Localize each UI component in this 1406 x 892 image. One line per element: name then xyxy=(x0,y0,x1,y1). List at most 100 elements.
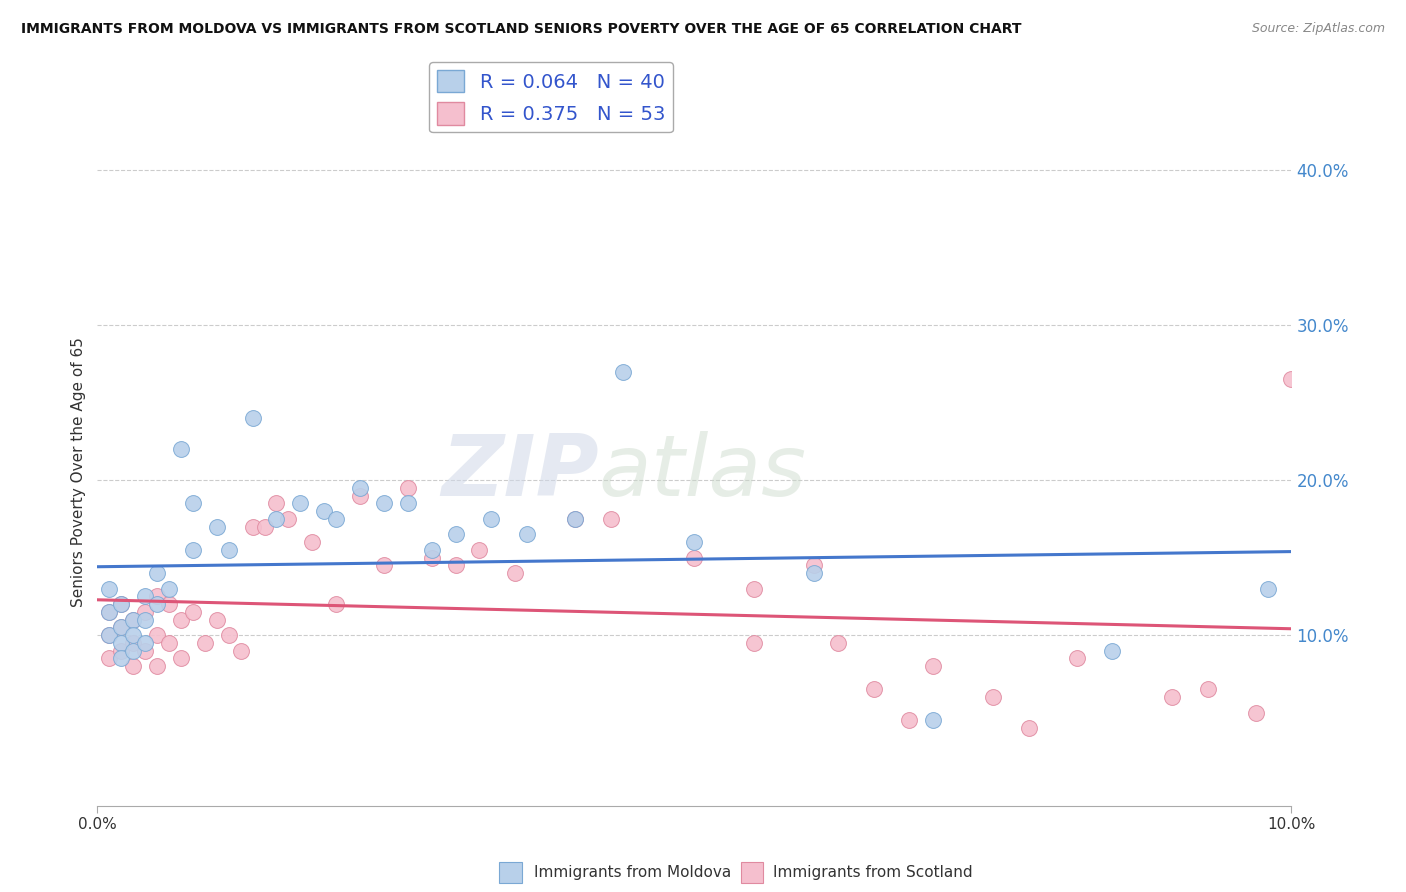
Point xyxy=(122,636,145,650)
Point xyxy=(157,597,180,611)
Point xyxy=(146,659,169,673)
Point xyxy=(146,566,169,581)
Point xyxy=(827,636,849,650)
Point xyxy=(396,481,419,495)
Point xyxy=(170,651,193,665)
Point xyxy=(266,496,288,510)
Point xyxy=(157,636,180,650)
Point xyxy=(481,512,503,526)
Point xyxy=(683,535,706,549)
Point xyxy=(122,643,145,657)
Point xyxy=(683,550,706,565)
Point xyxy=(134,643,156,657)
Point xyxy=(266,512,288,526)
Point xyxy=(444,527,467,541)
Point xyxy=(803,566,825,581)
Point xyxy=(157,582,180,596)
Point xyxy=(1161,690,1184,705)
Point xyxy=(98,628,121,642)
Point xyxy=(301,535,323,549)
Point xyxy=(1281,372,1303,386)
Point xyxy=(134,613,156,627)
Point xyxy=(981,690,1004,705)
Point xyxy=(1101,643,1123,657)
Point xyxy=(110,636,132,650)
Point xyxy=(110,643,132,657)
Point xyxy=(134,605,156,619)
Point xyxy=(314,504,336,518)
Point xyxy=(181,496,204,510)
Text: ZIP: ZIP xyxy=(441,431,599,514)
Point xyxy=(146,597,169,611)
Point xyxy=(564,512,586,526)
Point xyxy=(98,628,121,642)
Point xyxy=(349,489,371,503)
Point xyxy=(146,628,169,642)
Point xyxy=(146,590,169,604)
Point xyxy=(110,597,132,611)
Point xyxy=(253,519,276,533)
Point xyxy=(218,542,240,557)
Point xyxy=(803,558,825,573)
Point xyxy=(98,651,121,665)
Point xyxy=(277,512,299,526)
Point xyxy=(110,620,132,634)
Point xyxy=(373,558,395,573)
Point xyxy=(599,512,621,526)
Point xyxy=(110,620,132,634)
Point xyxy=(110,597,132,611)
Point xyxy=(242,411,264,425)
Point xyxy=(98,605,121,619)
Point xyxy=(742,636,765,650)
Point xyxy=(205,519,228,533)
Point xyxy=(170,613,193,627)
Point xyxy=(98,605,121,619)
Point xyxy=(170,442,193,457)
Point xyxy=(444,558,467,573)
Point xyxy=(242,519,264,533)
Y-axis label: Seniors Poverty Over the Age of 65: Seniors Poverty Over the Age of 65 xyxy=(72,337,86,607)
Point xyxy=(373,496,395,510)
Point xyxy=(468,542,491,557)
Text: Source: ZipAtlas.com: Source: ZipAtlas.com xyxy=(1251,22,1385,36)
Point xyxy=(134,590,156,604)
Point xyxy=(122,613,145,627)
Point xyxy=(122,659,145,673)
Point xyxy=(290,496,312,510)
Point xyxy=(1197,682,1219,697)
Text: Immigrants from Scotland: Immigrants from Scotland xyxy=(773,865,973,880)
Point xyxy=(181,542,204,557)
Point xyxy=(1018,721,1040,735)
Point xyxy=(1257,582,1279,596)
Point xyxy=(742,582,765,596)
Point xyxy=(922,714,945,728)
Point xyxy=(205,613,228,627)
Point xyxy=(503,566,526,581)
Point xyxy=(516,527,538,541)
Point xyxy=(862,682,884,697)
Point xyxy=(122,628,145,642)
Point xyxy=(564,512,586,526)
Point xyxy=(612,365,634,379)
Point xyxy=(922,659,945,673)
Point xyxy=(898,714,921,728)
Point xyxy=(98,582,121,596)
Point xyxy=(325,597,347,611)
Point xyxy=(420,550,443,565)
Point xyxy=(420,542,443,557)
Point xyxy=(134,636,156,650)
Point xyxy=(229,643,252,657)
Point xyxy=(110,651,132,665)
Text: atlas: atlas xyxy=(599,431,807,514)
Point xyxy=(1244,706,1267,720)
Point xyxy=(194,636,217,650)
Text: IMMIGRANTS FROM MOLDOVA VS IMMIGRANTS FROM SCOTLAND SENIORS POVERTY OVER THE AGE: IMMIGRANTS FROM MOLDOVA VS IMMIGRANTS FR… xyxy=(21,22,1022,37)
Point xyxy=(181,605,204,619)
Point xyxy=(218,628,240,642)
Point xyxy=(122,613,145,627)
Point xyxy=(1066,651,1088,665)
Point xyxy=(349,481,371,495)
Legend: R = 0.064   N = 40, R = 0.375   N = 53: R = 0.064 N = 40, R = 0.375 N = 53 xyxy=(429,62,673,132)
Text: Immigrants from Moldova: Immigrants from Moldova xyxy=(534,865,731,880)
Point xyxy=(396,496,419,510)
